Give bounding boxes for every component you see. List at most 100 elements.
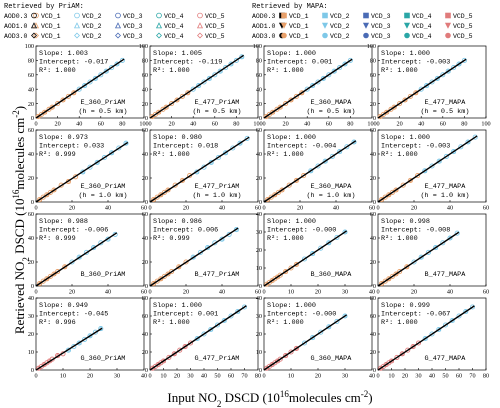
legend-marker (197, 32, 203, 39)
legend-marker (155, 22, 163, 29)
r2-text: R²: 1.000 (267, 319, 304, 327)
y-tick-label: 10 (256, 265, 262, 272)
legend-marker (33, 32, 39, 39)
data-point (286, 182, 292, 188)
legend-label: VCD_2 (82, 13, 102, 20)
x-tick-label: 20 (174, 373, 180, 380)
legend: Retrieved by PriAM: AOD0.3 VCD_1 VCD_2 VCD_3… (4, 3, 473, 40)
x-tick-label: 60 (326, 121, 332, 128)
legend-marker (156, 12, 162, 19)
fit-line (263, 230, 348, 287)
panel-label: B_477_PriAM (195, 271, 240, 279)
data-point (169, 101, 175, 107)
legend-label: VCD_1 (41, 23, 61, 30)
x-tick-label: 60 (255, 205, 261, 212)
x-tick-label: 80 (483, 373, 489, 380)
y-tick-label: 20 (28, 331, 34, 338)
data-point (187, 173, 193, 179)
x-tick-label: 80 (233, 121, 239, 128)
x-tick-label: 0 (34, 289, 37, 296)
data-point (418, 86, 424, 92)
legend-label: VCD_4 (412, 33, 432, 40)
data-point (161, 273, 167, 279)
data-point (461, 57, 467, 63)
legend-label: VCD_2 (82, 33, 102, 40)
x-tick-label: 40 (219, 205, 225, 212)
y-tick-label: 40 (370, 86, 376, 93)
y-tick-label: 60 (142, 313, 148, 320)
y-tick-label: 40 (370, 331, 376, 338)
data-point (230, 145, 236, 151)
panel-g-477-mapa: 0 10 20 30 40 50 60 70 80 0 20 40 60 80 Slope: 0.999In… (370, 295, 489, 379)
x-tick-label: 20 (183, 205, 189, 212)
legend-label: AOD0.3 (4, 13, 28, 20)
data-point (429, 331, 435, 337)
legend-title: Retrieved by MAPA: (252, 3, 328, 11)
intercept-text: Intercept: -0.045 (39, 311, 108, 319)
y-tick-label: 0 (31, 283, 34, 290)
r2-text: R²: 1.000 (153, 319, 190, 327)
data-point (440, 72, 446, 78)
legend-label: AOD1.0 (252, 23, 276, 30)
y-tick-label: 0 (145, 367, 148, 374)
data-point (241, 304, 248, 310)
x-tick-label: 20 (315, 373, 321, 380)
r2-text: R²: 0.999 (153, 235, 190, 243)
x-tick-label: 10 (288, 373, 294, 380)
data-point (451, 65, 457, 71)
data-point (190, 86, 196, 92)
height-label: (h = 1.0 km) (306, 192, 355, 200)
y-tick-label: 0 (145, 283, 148, 290)
y-tick-label: 30 (256, 229, 262, 236)
x-tick-label: 20 (87, 373, 93, 380)
legend-marker (404, 12, 410, 19)
intercept-text: Intercept: -0.003 (381, 143, 450, 151)
legend-marker (281, 32, 287, 39)
data-point (154, 278, 160, 284)
panel-label: G_477_PriAM (195, 355, 240, 363)
r2-text: R²: 1.000 (267, 151, 304, 159)
y-tick-label: 20 (142, 259, 148, 266)
slope-text: Slope: 1.000 (153, 302, 202, 310)
fit-line (149, 305, 247, 371)
data-point (315, 79, 321, 85)
data-point (405, 347, 411, 353)
legend-marker (403, 22, 411, 29)
legend-label: VCD_1 (289, 23, 309, 30)
fit-line (377, 135, 478, 203)
legend-label: VCD_3 (371, 13, 391, 20)
y-tick-label: 10 (256, 349, 262, 356)
y-tick-label: 60 (256, 127, 262, 134)
legend-marker (74, 32, 80, 39)
intercept-text: Intercept: 0.001 (267, 59, 332, 67)
y-tick-label: 60 (370, 211, 376, 218)
legend-label: VCD_1 (289, 33, 309, 40)
intercept-text: Intercept: 0.033 (39, 143, 104, 151)
legend-marker (197, 12, 203, 19)
y-tick-label: 60 (28, 72, 34, 79)
y-tick-label: 60 (256, 72, 262, 79)
x-tick-label: 40 (304, 121, 310, 128)
y-tick-label: 0 (145, 199, 148, 206)
data-point (83, 249, 89, 255)
legend-title: Retrieved by PriAM: (4, 3, 84, 11)
x-tick-label: 0 (148, 205, 151, 212)
slope-text: Slope: 1.000 (267, 302, 316, 310)
y-tick-label: 20 (28, 175, 34, 182)
y-tick-label: 0 (259, 115, 262, 122)
r2-text: R²: 1.000 (153, 151, 190, 159)
y-tick-label: 60 (370, 72, 376, 79)
data-point (301, 256, 308, 262)
data-point (87, 79, 93, 85)
x-tick-label: 60 (98, 121, 104, 128)
legend-label: VCD_2 (330, 23, 350, 30)
y-tick-label: 100 (367, 43, 376, 50)
y-tick-label: 40 (256, 211, 262, 218)
data-point (98, 72, 104, 78)
